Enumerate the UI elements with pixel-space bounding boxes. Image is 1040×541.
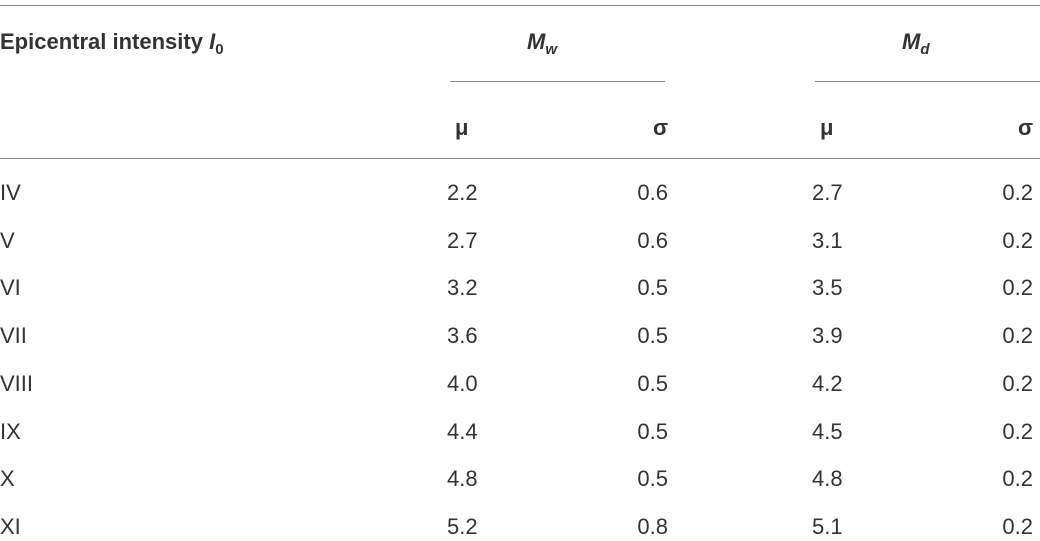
header-subscript: 0 xyxy=(215,41,224,58)
row-label: IV xyxy=(0,180,21,205)
group-symbol: M xyxy=(527,29,546,54)
rule xyxy=(0,5,1040,6)
column-header: Epicentral intensity I0 xyxy=(0,29,224,58)
cell: 0.5 xyxy=(637,466,668,492)
cell: 0.2 xyxy=(1002,370,1033,396)
cell: 0.2 xyxy=(1002,227,1033,253)
cell: 4.0 xyxy=(447,370,478,396)
cell: 0.2 xyxy=(1002,513,1033,539)
subheader: σ xyxy=(1017,115,1033,140)
cell: 2.7 xyxy=(447,227,478,253)
cell: 0.5 xyxy=(637,323,668,349)
group-subscript: w xyxy=(545,41,557,58)
cell: 0.2 xyxy=(1002,466,1033,492)
subheader: μ xyxy=(820,115,834,140)
cell: 0.5 xyxy=(637,275,668,301)
subheader: μ xyxy=(455,115,469,140)
subheader: σ xyxy=(652,115,668,140)
group-subscript: d xyxy=(920,41,930,58)
row-label: X xyxy=(0,466,15,492)
rule xyxy=(450,81,665,82)
row-label: V xyxy=(0,227,15,253)
cell: 3.5 xyxy=(812,275,843,301)
cell: 0.8 xyxy=(637,513,668,539)
cell: 2.2 xyxy=(447,180,478,205)
cell: 5.2 xyxy=(447,513,478,539)
cell: 3.6 xyxy=(447,323,478,349)
cell: 5.1 xyxy=(812,513,843,539)
row-label: VII xyxy=(0,323,27,349)
cell: 0.2 xyxy=(1002,418,1033,444)
cell: 3.1 xyxy=(812,227,843,253)
header-text: Epicentral intensity xyxy=(0,29,203,54)
cell: 4.5 xyxy=(812,418,843,444)
cell: 0.6 xyxy=(637,180,668,205)
cell: 3.9 xyxy=(812,323,843,349)
cell: 3.2 xyxy=(447,275,478,301)
row-label: XI xyxy=(0,513,21,539)
group-header: Mw xyxy=(527,29,557,58)
rule xyxy=(0,158,1040,159)
group-header: Md xyxy=(902,29,930,58)
cell: 0.5 xyxy=(637,370,668,396)
row-label: VI xyxy=(0,275,21,301)
cell: 4.8 xyxy=(812,466,843,492)
group-symbol: M xyxy=(902,29,921,54)
cell: 0.2 xyxy=(1002,323,1033,349)
cell: 2.7 xyxy=(812,180,843,205)
cell: 0.2 xyxy=(1002,180,1033,205)
cell: 0.2 xyxy=(1002,275,1033,301)
rule xyxy=(815,81,1040,82)
header-symbol: I xyxy=(209,29,216,54)
row-label: VIII xyxy=(0,370,34,396)
cell: 4.2 xyxy=(812,370,843,396)
cell: 4.8 xyxy=(447,466,478,492)
row-label: IX xyxy=(0,418,21,444)
cell: 4.4 xyxy=(447,418,478,444)
cell: 0.5 xyxy=(637,418,668,444)
cell: 0.6 xyxy=(637,227,668,253)
